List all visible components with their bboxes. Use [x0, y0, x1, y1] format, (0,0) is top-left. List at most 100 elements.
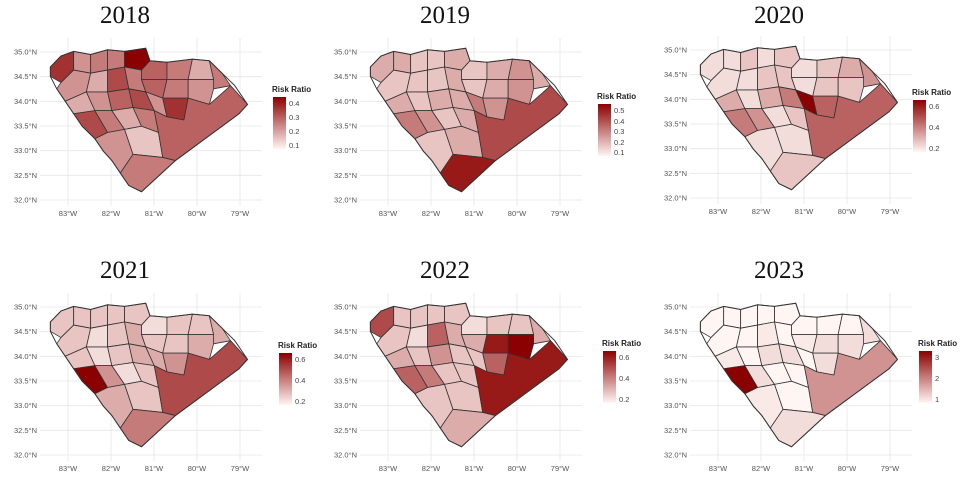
lat-tick-label: 33.5°N — [334, 377, 357, 386]
lon-tick-label: 82°W — [752, 207, 771, 216]
map-panel-2023: 2023 35.0°N 34.5°N 34.0°N 33.5°N 33.0°N 32.5°N… — [650, 255, 970, 495]
lat-tick-label: 33.0°N — [334, 401, 357, 410]
legend-tick-label: 0.1 — [614, 148, 625, 157]
legend-title: Risk Ratio — [912, 88, 952, 97]
legend-title: Risk Ratio — [602, 339, 642, 348]
lon-tick-label: 82°W — [422, 464, 441, 473]
lon-tick-label: 80°W — [188, 209, 207, 218]
legend-color-bar — [603, 351, 616, 403]
lat-tick-label: 35.0°N — [14, 48, 37, 57]
lon-tick-label: 80°W — [508, 464, 527, 473]
legend-tick-label: 0.4 — [289, 99, 300, 108]
lat-tick-label: 35.0°N — [14, 303, 37, 312]
county-region — [483, 79, 508, 98]
lat-tick-label: 34.0°N — [14, 352, 37, 361]
state-outline — [700, 303, 897, 447]
lon-tick-label: 80°W — [838, 464, 857, 473]
lat-tick-label: 32.0°N — [14, 451, 37, 460]
county-region — [813, 77, 838, 96]
legend-color-bar — [273, 97, 286, 149]
legend-tick-label: 3 — [935, 353, 940, 362]
lat-tick-label: 32.5°N — [14, 426, 37, 435]
lon-tick-label: 81°W — [145, 209, 164, 218]
state-shape — [700, 303, 897, 447]
lat-tick-label: 33.5°N — [14, 377, 37, 386]
lon-tick-label: 79°W — [231, 464, 250, 473]
legend-tick-label: 0.6 — [295, 355, 306, 364]
lat-tick-label: 35.0°N — [664, 303, 687, 312]
legend-tick-label: 0.2 — [619, 395, 630, 404]
lon-tick-label: 82°W — [752, 464, 771, 473]
lat-tick-label: 34.5°N — [14, 327, 37, 336]
lat-tick-label: 32.5°N — [664, 426, 687, 435]
legend-tick-label: 0.4 — [614, 116, 625, 126]
legend-color-bar — [913, 100, 926, 152]
lat-tick-label: 33.5°N — [664, 377, 687, 386]
lat-tick-label: 34.5°N — [334, 72, 357, 81]
county-region — [188, 334, 213, 359]
legend-tick-label: 0.5 — [614, 106, 625, 115]
lat-tick-label: 34.5°N — [664, 70, 687, 79]
county-region — [838, 77, 863, 102]
lat-tick-label: 34.5°N — [664, 327, 687, 336]
county-region — [813, 334, 838, 353]
state-shape — [50, 303, 247, 447]
panel-year-title: 2018 — [100, 2, 150, 29]
lon-tick-label: 80°W — [508, 209, 527, 218]
map-panel-2020: 2020 35.0°N 34.5°N 34.0°N 33.5°N 33.0°N 32.5°N… — [650, 0, 970, 240]
lon-tick-label: 81°W — [465, 464, 484, 473]
legend-tick-label: 0.6 — [619, 353, 630, 362]
lat-tick-label: 35.0°N — [334, 48, 357, 57]
county-region — [188, 79, 213, 104]
panel-year-title: 2021 — [100, 257, 150, 284]
legend-tick-label: 2 — [935, 374, 940, 383]
choropleth-map: 35.0°N 34.5°N 34.0°N 33.5°N 33.0°N 32.5°N 32.0… — [334, 38, 582, 218]
map-panel-2018: 2018 35.0°N 34.5°N 34.0°N 33.5°N 33.0°N 32.5°N… — [0, 0, 320, 240]
county-region — [508, 79, 533, 104]
lon-tick-label: 82°W — [102, 209, 121, 218]
lon-tick-label: 83°W — [379, 209, 398, 218]
legend-tick-label: 0.3 — [614, 127, 625, 136]
lat-tick-label: 33.0°N — [14, 401, 37, 410]
lon-tick-label: 83°W — [709, 207, 728, 216]
legend-tick-label: 0.3 — [289, 113, 300, 122]
lat-tick-label: 34.0°N — [334, 97, 357, 106]
map-panel-2019: 2019 35.0°N 34.5°N 34.0°N 33.5°N 33.0°N 32.5°N… — [320, 0, 640, 240]
panel-year-title: 2023 — [754, 257, 804, 284]
lat-tick-label: 33.5°N — [334, 122, 357, 131]
legend-title: Risk Ratio — [597, 92, 637, 101]
state-shape — [370, 48, 567, 192]
lon-tick-label: 83°W — [709, 464, 728, 473]
choropleth-map: 35.0°N 34.5°N 34.0°N 33.5°N 33.0°N 32.5°N 32.0… — [664, 293, 912, 473]
lat-tick-label: 32.0°N — [334, 451, 357, 460]
lat-tick-label: 33.5°N — [664, 120, 687, 129]
legend-color-bar — [279, 353, 292, 405]
lat-tick-label: 34.0°N — [664, 352, 687, 361]
legend-tick-label: 1 — [935, 395, 940, 404]
lon-tick-label: 82°W — [102, 464, 121, 473]
lat-tick-label: 32.0°N — [334, 196, 357, 205]
legend-title: Risk Ratio — [272, 85, 312, 94]
lat-tick-label: 33.0°N — [14, 146, 37, 155]
legend-tick-label: 0.2 — [929, 144, 940, 153]
map-panel-2022: 2022 35.0°N 34.5°N 34.0°N 33.5°N 33.0°N 32.5°N… — [320, 255, 642, 495]
county-region — [394, 51, 411, 73]
county-region — [724, 306, 741, 328]
lat-tick-label: 32.0°N — [14, 196, 37, 205]
state-outline — [50, 48, 247, 192]
lon-tick-label: 81°W — [795, 464, 814, 473]
choropleth-map: 35.0°N 34.5°N 34.0°N 33.5°N 33.0°N 32.5°N 32.0… — [664, 36, 912, 216]
state-outline — [700, 46, 897, 190]
lat-tick-label: 32.5°N — [664, 169, 687, 178]
lon-tick-label: 81°W — [145, 464, 164, 473]
lat-tick-label: 34.0°N — [334, 352, 357, 361]
lon-tick-label: 80°W — [188, 464, 207, 473]
lon-tick-label: 83°W — [59, 464, 78, 473]
county-region — [483, 334, 508, 353]
state-outline — [370, 48, 567, 192]
lon-tick-label: 80°W — [838, 207, 857, 216]
legend-tick-label: 0.2 — [289, 127, 300, 136]
lat-tick-label: 33.0°N — [664, 144, 687, 153]
county-region — [74, 51, 91, 73]
choropleth-map: 35.0°N 34.5°N 34.0°N 33.5°N 33.0°N 32.5°N 32.0… — [334, 293, 582, 473]
